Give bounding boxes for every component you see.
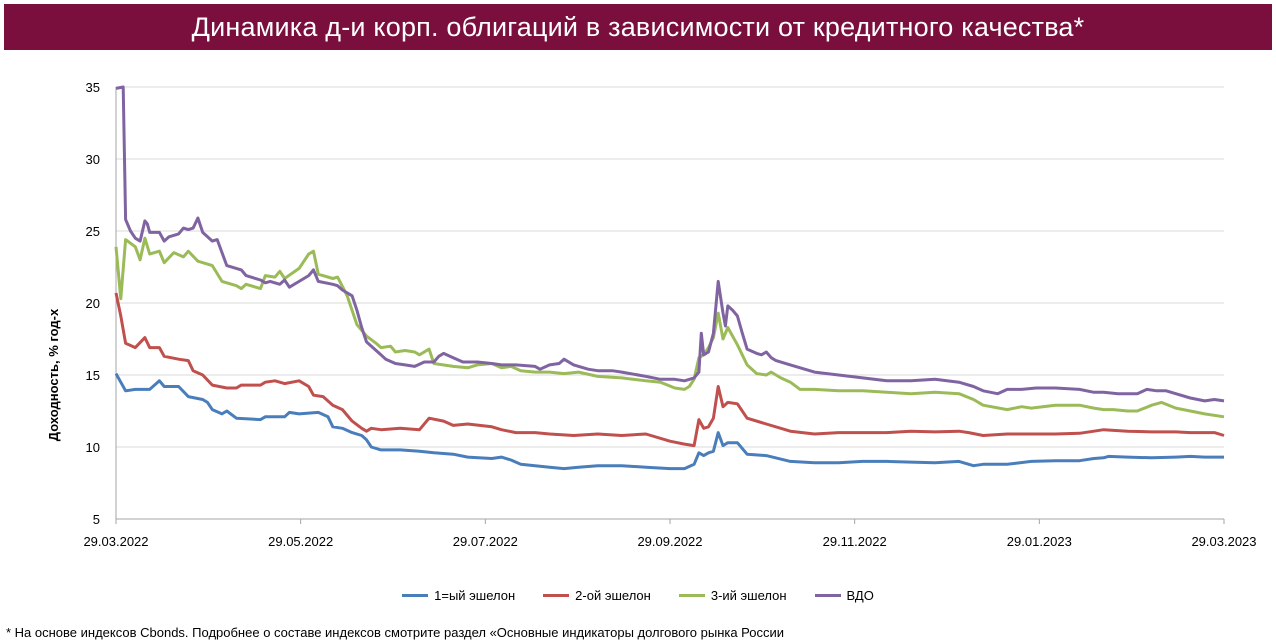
legend-swatch (814, 594, 841, 597)
legend-label: 1=ый эшелон (434, 588, 516, 603)
legend-item-1: 1=ый эшелон (402, 588, 515, 603)
y-tick-label: 25 (86, 224, 100, 239)
legend-swatch (402, 594, 429, 597)
y-tick-label: 20 (86, 296, 100, 311)
legend-label: 3-ий эшелон (710, 588, 787, 603)
x-tick-label: 29.05.2022 (268, 534, 333, 549)
x-tick-labels: 29.03.2022 29.05.2022 29.07.2022 29.09.2022… (83, 534, 1256, 549)
chart-title: Динамика д-и корп. облигаций в зависимос… (191, 11, 1085, 42)
x-tick-label: 29.03.2023 (1191, 534, 1256, 549)
x-tick-label: 29.07.2022 (453, 534, 518, 549)
y-axis-label: Доходность, % год-х (46, 308, 61, 441)
x-tick-label: 29.01.2023 (1007, 534, 1072, 549)
y-tick-label: 10 (86, 440, 100, 455)
y-tick-label: 30 (86, 152, 100, 167)
legend-swatch (543, 594, 570, 597)
legend-item-3: 3-ий эшелон (678, 588, 787, 603)
series-line-2 (114, 292, 1225, 448)
grid-lines (116, 86, 1224, 448)
series-line-3 (114, 236, 1225, 419)
legend-swatch (678, 594, 705, 597)
y-tick-labels: 5 10 15 20 25 30 35 (86, 80, 100, 527)
chart-legend: 1=ый эшелон 2-ой эшелон 3-ий эшелон ВДО (0, 588, 1276, 603)
legend-label: ВДО (846, 588, 874, 603)
legend-item-4: ВДО (814, 588, 874, 603)
legend-item-2: 2-ой эшелон (543, 588, 651, 603)
axes (115, 87, 1225, 524)
line-chart: 5 10 15 20 25 30 35 29.03.2022 29.05.2022 29.07.… (46, 80, 1257, 549)
x-tick-label: 29.09.2022 (637, 534, 702, 549)
series-line-4 (115, 85, 1225, 403)
x-tick-label: 29.03.2022 (83, 534, 148, 549)
footnote: * На основе индексов Cbonds. Подробнее о… (6, 625, 785, 640)
legend-label: 2-ой эшелон (575, 588, 651, 603)
y-tick-label: 35 (86, 80, 100, 95)
y-tick-label: 15 (86, 368, 100, 383)
x-tick-label: 29.11.2022 (823, 534, 887, 549)
chart-title-bar: Динамика д-и корп. облигаций в зависимос… (4, 4, 1272, 50)
series-line-1 (114, 372, 1224, 471)
y-tick-label: 5 (93, 512, 100, 527)
series-lines (114, 85, 1225, 471)
